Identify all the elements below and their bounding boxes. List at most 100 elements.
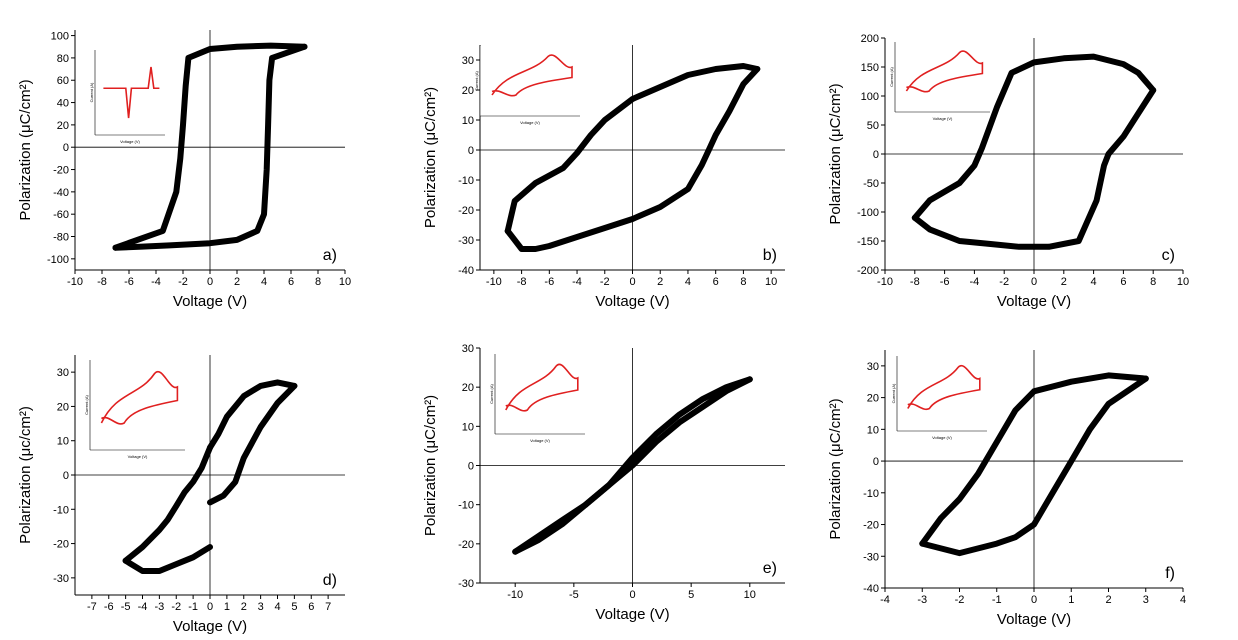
x-tick-label: 0: [1031, 594, 1037, 606]
x-tick-label: 2: [241, 601, 247, 613]
x-tick-label: -8: [517, 276, 527, 288]
y-tick-label: -30: [863, 551, 879, 563]
y-tick-label: 50: [867, 120, 879, 132]
y-tick-label: -50: [863, 178, 879, 190]
inset-cv-plot: Current (A) Voltage (V): [89, 50, 165, 144]
inset-x-label: Voltage (V): [120, 139, 140, 144]
y-tick-label: -80: [53, 232, 69, 244]
y-tick-label: 0: [63, 142, 69, 154]
y-tick-label: -30: [458, 235, 474, 247]
y-tick-label: -30: [53, 573, 69, 585]
y-tick-label: 150: [861, 62, 879, 74]
inset-y-label: Current (A): [474, 70, 479, 90]
x-tick-label: 0: [1031, 276, 1037, 288]
inset-cv-plot: Current (A) Voltage (V): [489, 354, 585, 443]
hysteresis-branch-2: [112, 42, 308, 251]
x-tick-label: 10: [339, 276, 351, 288]
x-tick-label: -10: [507, 589, 523, 601]
inset-y-label: Current (A): [89, 82, 94, 102]
y-tick-label: 10: [462, 115, 474, 127]
x-axis-label: Voltage (V): [997, 611, 1071, 628]
y-tick-label: 100: [51, 31, 69, 43]
y-tick-label: 0: [63, 470, 69, 482]
panel-label: b): [763, 247, 777, 264]
y-axis-label: Polarization (μC/cm²): [827, 83, 844, 224]
y-tick-label: -10: [863, 488, 879, 500]
x-tick-label: -2: [999, 276, 1009, 288]
x-tick-label: 1: [1068, 594, 1074, 606]
inset-x-label: Voltage (V): [933, 116, 953, 121]
x-tick-label: -6: [940, 276, 950, 288]
inset-cv-plot: Current (A) Voltage (V): [891, 356, 987, 440]
x-tick-label: 2: [234, 276, 240, 288]
x-tick-label: 1: [224, 601, 230, 613]
chart-panel-e: -10 -5 0 5 10 -30 -20 -10 0 10 20 30 Voltage (V) Pola…: [422, 343, 785, 623]
chart-panel-b: -10 -8 -6 -4 -2 0 2 4 6 8 10-40-30-20-100102030Vol…: [422, 45, 785, 310]
y-tick-label: -10: [458, 175, 474, 187]
x-tick-label: 6: [713, 276, 719, 288]
y-tick-label: -40: [863, 583, 879, 595]
inset-current-curve: [505, 363, 579, 412]
inset-x-label: Voltage (V): [530, 438, 550, 443]
y-tick-label: -30: [458, 578, 474, 590]
x-tick-label: 8: [740, 276, 746, 288]
hysteresis-branch-1: [512, 376, 753, 555]
x-tick-label: 4: [261, 276, 267, 288]
x-tick-label: 10: [1177, 276, 1189, 288]
y-tick-label: 10: [57, 436, 69, 448]
hysteresis-branch-1: [112, 43, 308, 251]
panel-label: c): [1162, 247, 1175, 264]
inset-y-label: Current (A): [889, 66, 894, 86]
y-tick-label: -150: [857, 236, 879, 248]
hysteresis-branch-4: [207, 379, 298, 451]
inset-x-label: Voltage (V): [520, 120, 540, 125]
y-axis-label: Polarization (μC/cm²): [827, 398, 844, 539]
x-tick-label: -2: [171, 601, 181, 613]
y-tick-label: 80: [57, 53, 69, 65]
x-tick-label: -10: [877, 276, 893, 288]
y-tick-label: 200: [861, 33, 879, 45]
chart-panel-f: -4 -3 -2 -1 0 1 2 3 4-40-30-20-100102030Voltage …: [827, 350, 1186, 628]
y-tick-label: 0: [873, 149, 879, 161]
x-tick-label: -8: [97, 276, 107, 288]
y-tick-label: 20: [57, 401, 69, 413]
x-tick-label: 8: [1150, 276, 1156, 288]
x-tick-label: 10: [765, 276, 777, 288]
y-tick-label: 0: [468, 461, 474, 473]
x-tick-label: 6: [288, 276, 294, 288]
panel-label: e): [763, 560, 777, 577]
y-tick-label: -200: [857, 265, 879, 277]
y-axis-label: Polarization (μC/cm²): [422, 395, 439, 536]
x-tick-label: 8: [315, 276, 321, 288]
x-tick-label: -3: [917, 594, 927, 606]
y-tick-label: -40: [53, 187, 69, 199]
hysteresis-branch-1: [504, 66, 761, 252]
x-axis-label: Voltage (V): [173, 618, 247, 635]
x-tick-label: -4: [572, 276, 582, 288]
y-tick-label: -10: [53, 504, 69, 516]
inset-current-curve: [100, 370, 179, 425]
x-tick-label: -1: [188, 601, 198, 613]
y-tick-label: 20: [462, 382, 474, 394]
x-tick-label: 2: [1061, 276, 1067, 288]
x-tick-label: -10: [67, 276, 83, 288]
hysteresis-branch-1: [919, 375, 1149, 557]
inset-background: [495, 354, 585, 434]
x-tick-label: -8: [910, 276, 920, 288]
x-tick-label: 4: [1091, 276, 1097, 288]
chart-panel-c: -10 -8 -6 -4 -2 0 2 4 6 8 10 -200 -150 -100 -50 0 50 100 1…: [827, 33, 1189, 310]
x-tick-label: -3: [154, 601, 164, 613]
inset-current-curve: [491, 54, 573, 97]
x-tick-label: 0: [207, 276, 213, 288]
y-tick-label: 100: [861, 91, 879, 103]
y-tick-label: -10: [458, 500, 474, 512]
x-tick-label: -6: [544, 276, 554, 288]
x-tick-label: 6: [308, 601, 314, 613]
inset-y-label: Current (A): [891, 383, 896, 403]
y-axis-label: Polarization (μC/cm²): [17, 79, 34, 220]
x-tick-label: 0: [207, 601, 213, 613]
panel-label: d): [323, 572, 337, 589]
inset-y-label: Current (A): [489, 383, 494, 403]
inset-background: [90, 360, 185, 450]
